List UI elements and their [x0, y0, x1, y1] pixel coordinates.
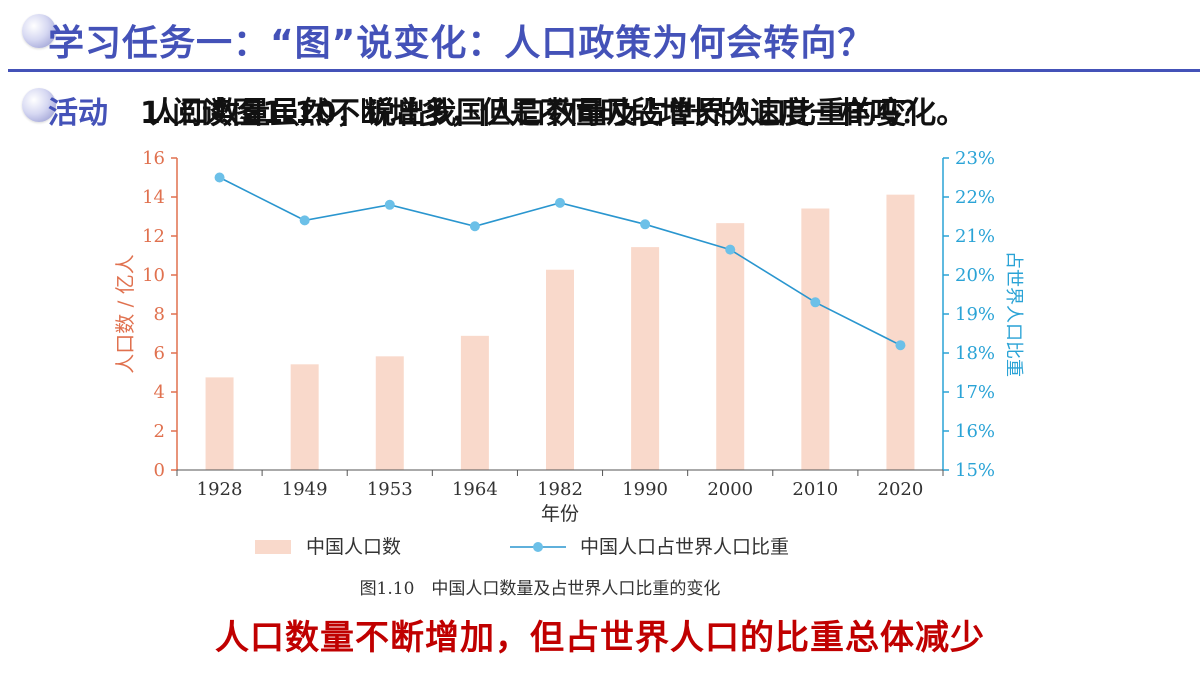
bar-1990	[631, 247, 660, 470]
bar-1953	[375, 356, 404, 470]
header-bar: 学习任务一：“图”说变化：人口政策为何会转向？	[0, 0, 1200, 72]
share-point-1928	[214, 172, 225, 183]
bar-2000	[716, 223, 745, 470]
bar-1949	[290, 364, 319, 470]
share-point-1949	[299, 215, 310, 226]
bar-series	[205, 194, 915, 470]
right-tick-label: 19%	[955, 304, 995, 325]
share-points	[214, 172, 906, 351]
left-tick-label: 14	[142, 187, 165, 208]
population-chart: 0 2 4 6 8 10 12 14 16 15% 16% 17% 18% 19% 20% 21% 22% 23…	[113, 148, 1024, 599]
left-tick-label: 8	[154, 304, 165, 325]
right-tick-label: 15%	[955, 460, 995, 481]
title-divider	[8, 69, 1200, 72]
right-y-ticks: 15% 16% 17% 18% 19% 20% 21% 22% 23%	[943, 148, 995, 481]
bar-2010	[801, 208, 830, 470]
left-tick-label: 2	[154, 421, 165, 442]
left-tick-label: 0	[154, 460, 165, 481]
conclusion-text: 人口数量不断增加，但占世界人口的比重总体减少	[215, 618, 985, 658]
activity-overlapping-text: 人口数量虽然不断增多，但是不同时段增长的速度一样吗？	[150, 96, 930, 131]
legend-line-marker	[533, 542, 543, 552]
x-tick-label: 1928	[197, 479, 243, 500]
legend-bar-swatch	[255, 540, 291, 554]
bar-1928	[205, 377, 234, 470]
left-tick-label: 16	[142, 148, 165, 169]
x-tick-label: 1982	[537, 479, 583, 500]
share-point-2000	[725, 244, 736, 255]
page-title: 学习任务一：“图”说变化：人口政策为何会转向？	[48, 23, 875, 64]
left-y-ticks: 0 2 4 6 8 10 12 14 16	[142, 148, 177, 481]
legend-bar-label: 中国人口数	[306, 536, 401, 558]
figure-caption: 图1.10 中国人口数量及占世界人口比重的变化	[360, 579, 721, 599]
share-point-1964	[469, 221, 480, 232]
title-bullet-orb-icon	[22, 14, 56, 48]
right-tick-label: 20%	[955, 265, 995, 286]
left-tick-label: 4	[154, 382, 165, 403]
share-point-2010	[810, 297, 821, 308]
right-tick-label: 18%	[955, 343, 995, 364]
right-y-axis-label: 占世界人口比重	[1003, 251, 1024, 377]
share-point-2020	[895, 340, 906, 351]
x-ticks: 1928 1949 1953 1964 1982 1990 2000 2010 2020	[176, 470, 944, 500]
right-tick-label: 23%	[955, 148, 995, 169]
left-tick-label: 10	[142, 265, 165, 286]
share-point-1990	[640, 219, 651, 230]
legend-line-label: 中国人口占世界人口比重	[580, 536, 789, 558]
activity-question-text: 1.阅读图1.10，说出我国人口数量及占世界人口比重的变化。	[140, 96, 967, 131]
bar-1982	[546, 269, 574, 470]
x-tick-label: 1990	[622, 479, 668, 500]
x-tick-label: 1949	[282, 479, 328, 500]
legend: 中国人口数 中国人口占世界人口比重	[255, 536, 789, 558]
activity-bullet-orb-icon	[22, 88, 56, 122]
x-tick-label: 1953	[367, 479, 413, 500]
x-tick-label: 2020	[878, 479, 924, 500]
left-y-axis-label: 人口数 / 亿人	[113, 254, 137, 373]
right-tick-label: 16%	[955, 421, 995, 442]
share-point-1982	[555, 197, 565, 208]
right-tick-label: 17%	[955, 382, 995, 403]
bar-2020	[886, 194, 915, 470]
bar-1964	[460, 335, 489, 470]
x-tick-label: 2010	[792, 479, 838, 500]
right-tick-label: 22%	[955, 187, 995, 208]
activity-label: 活动	[48, 96, 108, 131]
x-tick-label: 1964	[452, 479, 498, 500]
x-axis-label: 年份	[541, 503, 579, 525]
right-tick-label: 21%	[955, 226, 995, 247]
share-point-1953	[384, 199, 395, 210]
left-tick-label: 6	[154, 343, 165, 364]
left-tick-label: 12	[142, 226, 165, 247]
x-tick-label: 2000	[707, 479, 753, 500]
